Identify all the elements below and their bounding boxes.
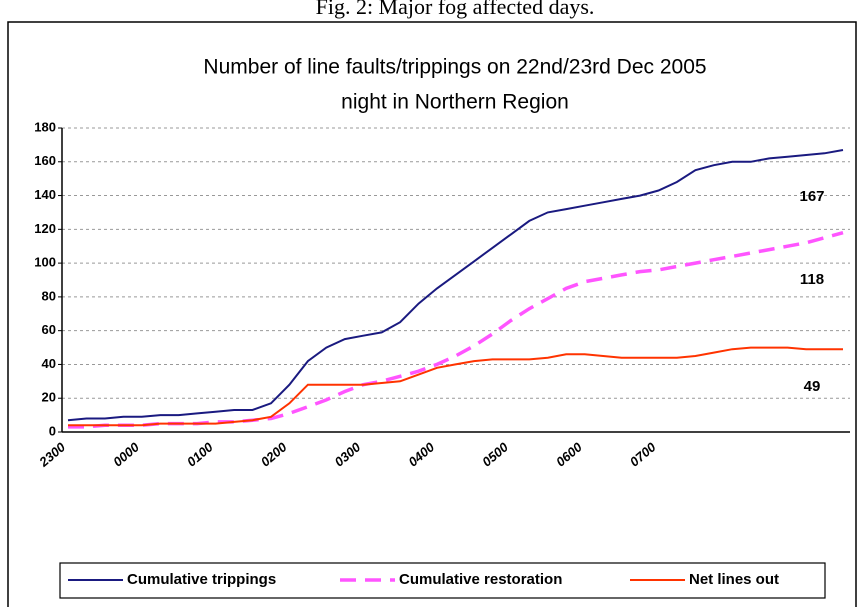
annotation: 49 bbox=[804, 378, 821, 395]
y-tick-label: 20 bbox=[42, 390, 56, 405]
chart-frame bbox=[7, 21, 857, 607]
y-tick-label: 140 bbox=[34, 187, 56, 202]
series-line bbox=[67, 149, 844, 422]
legend-box bbox=[59, 562, 826, 599]
y-tick-label: 180 bbox=[34, 119, 56, 134]
annotation: 167 bbox=[799, 188, 824, 205]
annotation: 118 bbox=[800, 271, 824, 288]
chart-title: night in Northern Region bbox=[341, 91, 569, 114]
caption: Fig. 2: Major fog affected days. bbox=[316, 0, 595, 19]
legend-label: Cumulative restoration bbox=[399, 571, 562, 588]
y-tick-label: 120 bbox=[34, 221, 56, 236]
legend-label: Net lines out bbox=[689, 571, 779, 588]
y-tick-label: 0 bbox=[49, 423, 56, 438]
y-tick-label: 100 bbox=[34, 255, 56, 270]
series-line bbox=[68, 346, 843, 427]
y-tick-label: 60 bbox=[42, 322, 56, 337]
y-tick-label: 160 bbox=[34, 153, 56, 168]
legend-label: Cumulative trippings bbox=[127, 571, 276, 588]
y-tick-label: 80 bbox=[42, 288, 56, 303]
chart-title: Number of line faults/trippings on 22nd/… bbox=[203, 56, 706, 79]
y-tick-label: 40 bbox=[42, 356, 56, 371]
